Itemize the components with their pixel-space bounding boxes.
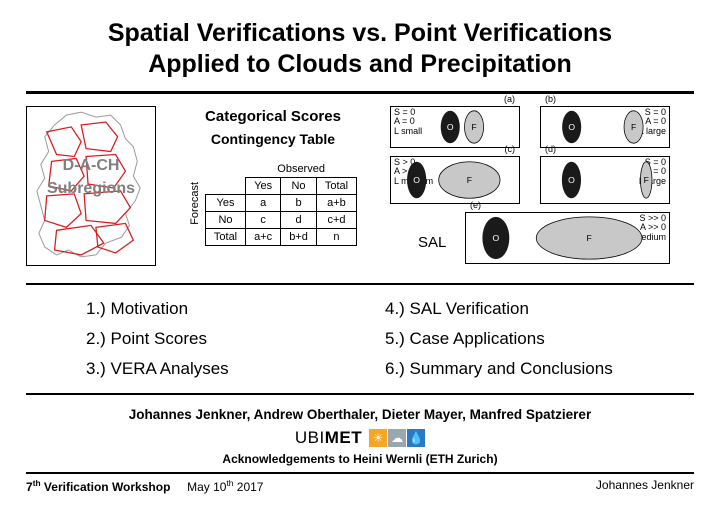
title-line-1: Spatial Verifications vs. Point Verifica… bbox=[26, 18, 694, 49]
ct-row-1: No bbox=[205, 211, 245, 228]
sal-tag: (c) bbox=[505, 145, 516, 155]
ct-cell: c bbox=[246, 211, 281, 228]
footer-right: Johannes Jenkner bbox=[596, 478, 694, 494]
footer-sup: th bbox=[33, 478, 41, 488]
footer-left: 7th Verification Workshop May 10th 2017 bbox=[26, 478, 263, 494]
ct-row-2: Total bbox=[205, 228, 245, 245]
footer-date: May 10 bbox=[187, 480, 226, 494]
sal-tag: (e) bbox=[470, 201, 481, 211]
contingency-table: Observed Yes No Total Yes a b a+b No c bbox=[205, 161, 357, 246]
outline-item: 4.) SAL Verification bbox=[385, 299, 654, 319]
outline-item: 5.) Case Applications bbox=[385, 329, 654, 349]
svg-text:O: O bbox=[413, 174, 420, 184]
rule-mid-1 bbox=[26, 283, 694, 285]
figure-panel: D-A-CH Subregions Categorical Scores Con… bbox=[26, 100, 694, 279]
ct-cell: b bbox=[281, 194, 317, 211]
authors: Johannes Jenkner, Andrew Oberthaler, Die… bbox=[26, 407, 694, 422]
ct-row-0: Yes bbox=[205, 194, 245, 211]
sal-tag: (b) bbox=[545, 95, 556, 105]
ubimet-logo: UBIMET ☀ ☁ 💧 bbox=[26, 428, 694, 448]
svg-text:F: F bbox=[586, 232, 591, 242]
sal-box: (c)S > 0A > 0L mediumOF bbox=[390, 156, 520, 204]
rule-mid-2 bbox=[26, 393, 694, 395]
sal-box: (e)S >> 0A >> 0L mediumOF bbox=[465, 212, 670, 264]
sal-diagrams: SAL (a)S = 0A = 0L smallOF(b)S = 0A = 0L… bbox=[390, 106, 694, 271]
logo-sun-icon: ☀ bbox=[369, 429, 387, 447]
svg-text:F: F bbox=[467, 174, 472, 184]
outline-item: 2.) Point Scores bbox=[86, 329, 355, 349]
ct-cell: c+d bbox=[316, 211, 356, 228]
ct-col-1: No bbox=[281, 177, 317, 194]
outline-item: 3.) VERA Analyses bbox=[86, 359, 355, 379]
ct-cell: d bbox=[281, 211, 317, 228]
rule-top bbox=[26, 91, 694, 94]
logo-met: MET bbox=[325, 428, 362, 448]
categorical-heading: Categorical Scores bbox=[168, 108, 378, 125]
sal-label: SAL bbox=[418, 234, 446, 251]
axis-observed: Observed bbox=[246, 161, 357, 178]
sal-box: (a)S = 0A = 0L smallOF bbox=[390, 106, 520, 148]
sal-tag: (d) bbox=[545, 145, 556, 155]
logo-ubi: UBI bbox=[295, 428, 325, 448]
axis-forecast: Forecast bbox=[189, 182, 201, 225]
footer: 7th Verification Workshop May 10th 2017 … bbox=[26, 472, 694, 494]
contingency-column: Categorical Scores Contingency Table For… bbox=[168, 106, 378, 246]
map-label-2: Subregions bbox=[27, 180, 155, 198]
footer-text: Verification Workshop bbox=[41, 480, 171, 494]
credits: Johannes Jenkner, Andrew Oberthaler, Die… bbox=[26, 399, 694, 466]
logo-drop-icon: 💧 bbox=[407, 429, 425, 447]
footer-year: 2017 bbox=[233, 480, 263, 494]
svg-text:O: O bbox=[568, 121, 575, 131]
ct-col-2: Total bbox=[316, 177, 356, 194]
outline-list: 1.) Motivation 4.) SAL Verification 2.) … bbox=[26, 289, 694, 389]
svg-text:O: O bbox=[447, 121, 454, 131]
acknowledgements: Acknowledgements to Heini Wernli (ETH Zu… bbox=[26, 452, 694, 466]
logo-cloud-icon: ☁ bbox=[388, 429, 406, 447]
svg-text:O: O bbox=[492, 232, 499, 242]
map-germany-dach: D-A-CH Subregions bbox=[26, 106, 156, 266]
sal-box: (d)S = 0A = 0L largeOF bbox=[540, 156, 670, 204]
map-label-1: D-A-CH bbox=[27, 157, 155, 175]
contingency-heading: Contingency Table bbox=[168, 131, 378, 147]
svg-text:F: F bbox=[644, 174, 649, 184]
ct-cell: a+b bbox=[316, 194, 356, 211]
svg-text:O: O bbox=[568, 174, 575, 184]
svg-text:F: F bbox=[471, 121, 476, 131]
outline-item: 6.) Summary and Conclusions bbox=[385, 359, 654, 379]
ct-cell: a+c bbox=[246, 228, 281, 245]
ct-cell: a bbox=[246, 194, 281, 211]
ct-cell: b+d bbox=[281, 228, 317, 245]
svg-text:F: F bbox=[631, 121, 636, 131]
sal-box: (b)S = 0A = 0L largeOF bbox=[540, 106, 670, 148]
footer-num: 7 bbox=[26, 480, 33, 494]
ct-cell: n bbox=[316, 228, 356, 245]
title-line-2: Applied to Clouds and Precipitation bbox=[26, 49, 694, 80]
ct-col-0: Yes bbox=[246, 177, 281, 194]
outline-item: 1.) Motivation bbox=[86, 299, 355, 319]
slide-title: Spatial Verifications vs. Point Verifica… bbox=[26, 18, 694, 81]
sal-tag: (a) bbox=[504, 95, 515, 105]
